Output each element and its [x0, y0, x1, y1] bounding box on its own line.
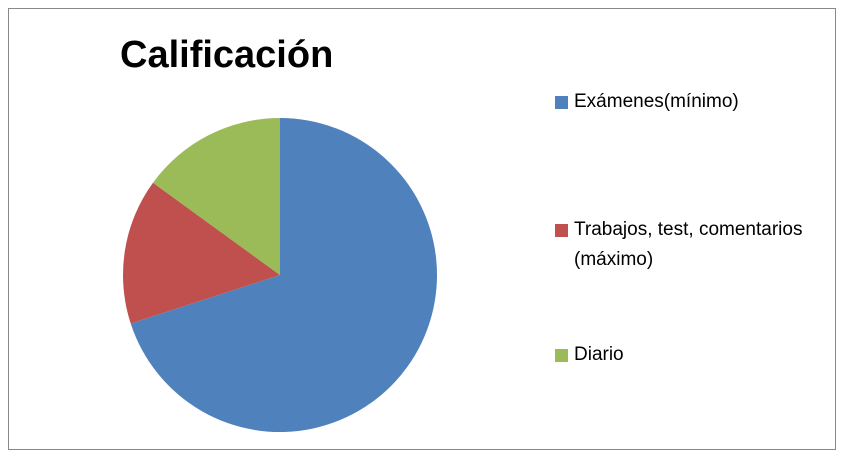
legend-label: Trabajos, test, comentarios (máximo) [574, 219, 803, 270]
chart-title: Calificación [120, 34, 334, 76]
legend-item: Exámenes(mínimo) [555, 87, 825, 117]
pie-slice [152, 118, 280, 275]
legend-label: Exámenes(mínimo) [574, 91, 739, 112]
legend-label: Diario [574, 344, 624, 365]
legend-item: Diario [555, 340, 825, 370]
pie-slice [122, 182, 280, 324]
legend-swatch [555, 224, 568, 237]
legend-swatch [555, 349, 568, 362]
pie-slice [130, 118, 437, 432]
legend-swatch [555, 96, 568, 109]
legend-item: Trabajos, test, comentarios (máximo) [555, 215, 825, 275]
